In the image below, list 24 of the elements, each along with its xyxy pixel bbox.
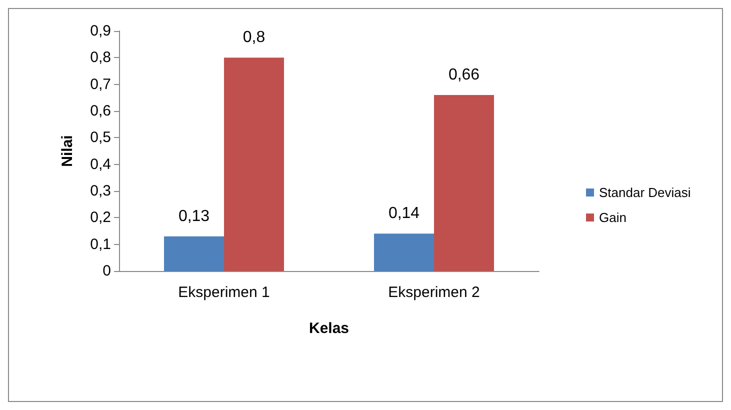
- bar: [374, 234, 434, 271]
- y-tick-label: 0,8: [90, 49, 111, 66]
- legend-label: Gain: [599, 210, 626, 225]
- data-label: 0,66: [448, 66, 480, 84]
- y-tick-label: 0,4: [90, 156, 111, 173]
- x-tick-label: Eksperimen 2: [388, 284, 480, 301]
- y-tick-label: 0,7: [90, 76, 111, 93]
- y-tick-label: 0,6: [90, 102, 111, 120]
- y-tick-label: 0,3: [90, 182, 111, 200]
- y-tick-label: 0,5: [90, 129, 111, 146]
- y-axis-title: Nilai: [59, 135, 76, 167]
- y-tick-label: 0,9: [90, 22, 111, 40]
- y-tick-label: 0: [102, 262, 111, 280]
- y-tick-label: 0,2: [90, 209, 111, 226]
- legend-label: Standar Deviasi: [599, 185, 691, 200]
- x-tick-label: Eksperimen 1: [178, 284, 270, 301]
- data-label: 0,14: [388, 205, 420, 222]
- bar: [164, 236, 224, 271]
- data-label: 0,8: [242, 29, 266, 46]
- bar: [224, 58, 284, 271]
- data-label: 0,13: [178, 208, 210, 225]
- y-tick-label: 0,1: [90, 236, 111, 253]
- x-axis-title: Kelas: [308, 320, 350, 337]
- bar: [434, 95, 494, 271]
